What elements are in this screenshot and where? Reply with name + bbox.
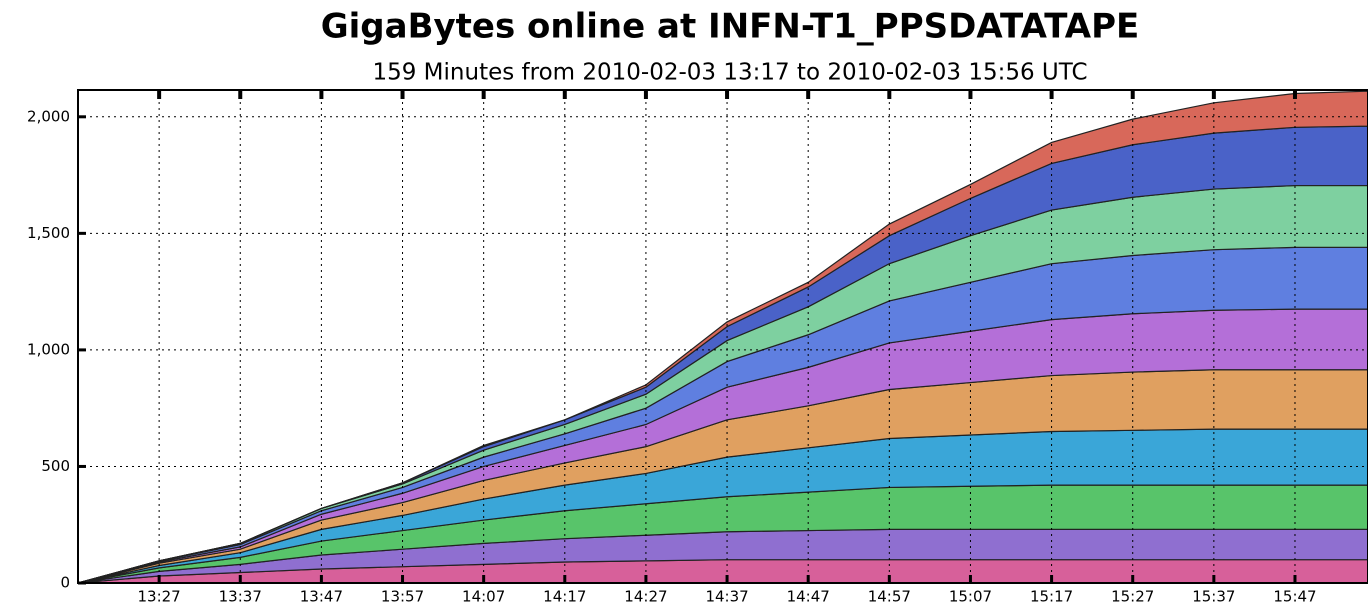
y-tick-label: 1,500: [27, 224, 70, 242]
x-tick-label: 14:27: [624, 588, 667, 606]
x-tick-label: 15:07: [949, 588, 992, 606]
x-tick-label: 13:57: [381, 588, 424, 606]
y-tick-label: 1,000: [27, 340, 70, 358]
plot-frame: [77, 89, 1368, 584]
x-tick-label: 14:47: [787, 588, 830, 606]
chart-subtitle: 159 Minutes from 2010-02-03 13:17 to 201…: [372, 60, 1087, 86]
y-tick-label: 500: [41, 457, 70, 475]
y-tick-label: 2,000: [27, 107, 70, 125]
x-tick-label: 14:17: [543, 588, 586, 606]
chart-title: GigaBytes online at INFN-T1_PPSDATATAPE: [321, 7, 1140, 47]
x-tick-label: 15:27: [1111, 588, 1154, 606]
x-tick-label: 14:07: [462, 588, 505, 606]
y-tick-label: 0: [60, 574, 70, 592]
x-tick-label: 13:27: [138, 588, 181, 606]
x-tick-label: 14:37: [705, 588, 748, 606]
x-tick-label: 14:57: [868, 588, 911, 606]
x-tick-label: 15:37: [1192, 588, 1235, 606]
x-tick-label: 15:17: [1030, 588, 1073, 606]
x-tick-label: 15:47: [1273, 588, 1316, 606]
x-tick-label: 13:37: [219, 588, 262, 606]
x-tick-label: 13:47: [300, 588, 343, 606]
area: [77, 90, 1368, 584]
